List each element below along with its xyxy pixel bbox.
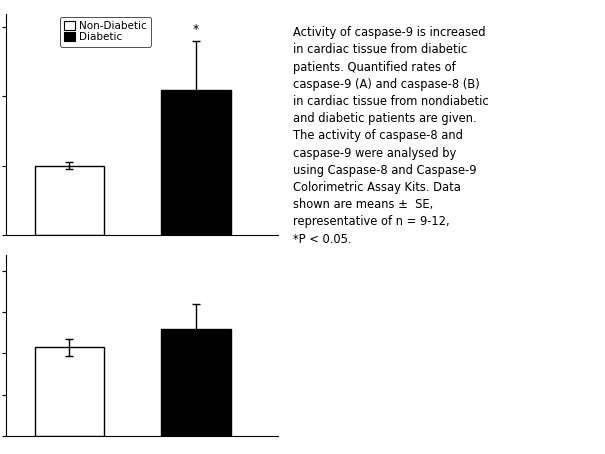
Bar (161, 89, 231, 235)
Bar (161, 329, 231, 436)
Text: Activity of caspase-9 is increased
in cardiac tissue from diabetic
patients. Qua: Activity of caspase-9 is increased in ca… (293, 26, 489, 246)
Bar (34, 347, 104, 436)
Bar (34, 166, 104, 235)
Text: *: * (193, 23, 199, 36)
Legend: Non-Diabetic, Diabetic: Non-Diabetic, Diabetic (60, 17, 151, 46)
